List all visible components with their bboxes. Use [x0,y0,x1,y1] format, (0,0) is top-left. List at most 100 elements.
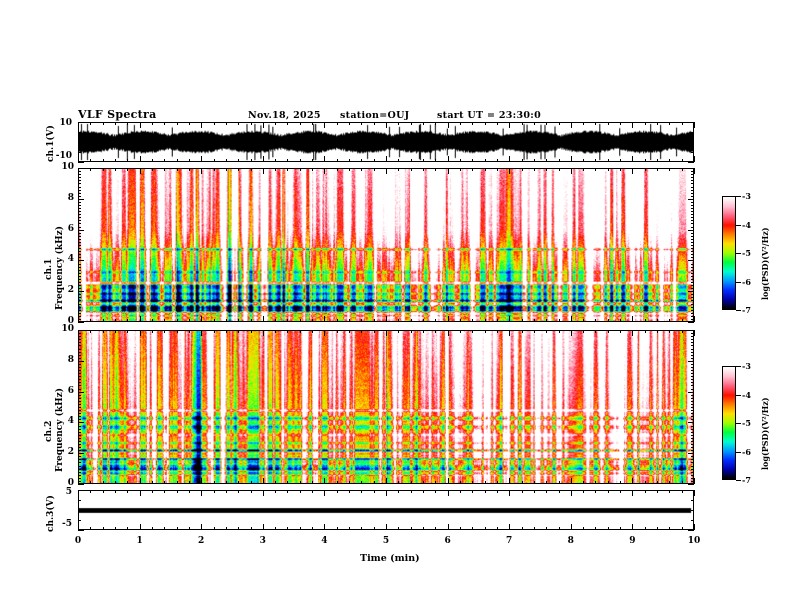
ch1-spectrogram-xtick-minor [533,319,535,322]
ch2-spectrogram-xtick-top-minor [102,330,104,333]
ch1-spectrogram-xtick-minor [620,319,622,322]
ch3-waveform-ytick-right-major [688,490,694,491]
x-axis-tick-label-8: 8 [567,536,574,546]
ch1-spectrogram-xtick-top-minor [546,168,548,171]
ch1-waveform-xtick-top-major [570,122,572,128]
ch3-waveform-xtick-top-minor [349,490,350,493]
ch2-spectrogram-ytick-right-minor [691,367,694,368]
ch2-spectrogram-ytick-right-minor [691,363,694,365]
ch1-waveform-xtick-top-minor [336,122,338,125]
ch2-spectrogram-xtick-top-minor [225,330,227,333]
ch1-spectrogram-ytick-right-minor [691,315,694,317]
ch1-spectrogram-xtick-top-major [386,168,387,174]
ch3-waveform-xtick-top-minor [336,490,338,493]
ch1-waveform-xtick-major [632,156,634,162]
ch3-waveform-ytick-minor [78,510,81,511]
ch3-waveform-xtick-major [324,524,326,530]
ch1-waveform-xtick-top-minor [349,122,350,125]
ch2-spectrogram-xtick-minor [102,481,104,484]
ch3-waveform-xtick-minor [496,527,498,530]
ch1-waveform-xtick-minor [102,159,104,162]
ch1-spectrogram-ytick-minor [78,183,81,185]
ch1-spectrogram-ytick-minor [78,285,81,286]
ch2-colorbar [722,366,736,480]
ch2-spectrogram-xtick-minor [644,481,646,484]
ch1-waveform-xtick-top-major [324,122,326,128]
ch3-waveform-xtick-top-minor [644,490,646,493]
ch1-waveform-xtick-minor [225,159,227,162]
ch1-colorbar-tick-label-4: -7 [742,305,751,315]
ch2-spectrogram-xtick-top-minor [607,330,609,333]
ch2-spectrogram-ytick-right-minor [691,477,694,479]
ch1-spectrogram-xtick-top-minor [115,168,116,171]
ch1-waveform-xtick-top-minor [90,122,92,125]
ch3-waveform-xtick-top-minor [496,490,498,493]
ch1-waveform-xtick-major [447,156,449,162]
ch2-spectrogram-xtick-minor [299,481,301,484]
ch1-spectrogram-xtick-minor [299,319,301,322]
ch2-spectrogram-ytick-right-major [688,360,694,362]
ch1-spectrogram-ytick-minor [78,238,81,240]
ch1-spectrogram-xtick-minor [435,319,437,322]
ch2-spectrogram-ytick-right-major [688,330,694,331]
ch3-waveform-xtick-top-minor [238,490,240,493]
ch2-spectrogram-ytick-minor [78,370,81,371]
ch1-spectrogram-xtick-top-minor [164,168,166,171]
ch2-spectrogram-xtick-top-minor [484,330,486,333]
ch2-spectrogram-ytick-major [78,453,84,455]
ch2-spectrogram-ytick-right-minor [691,397,694,399]
ch1-waveform-xtick-top-minor [410,122,412,125]
ch1-spectrogram-ytick-minor [78,306,81,308]
ch2-spectrogram-ytick-label-1: 2 [67,447,74,458]
ch2-spectrogram-xtick-top-minor [349,330,350,333]
ch1-waveform-xtick-minor [410,159,412,162]
ch3-waveform-xtick-top-minor [299,490,301,493]
ch2-spectrogram-xtick-minor [250,481,252,484]
ch2-spectrogram-ytick-minor [78,419,81,421]
ch1-waveform-xtick-top-minor [287,122,289,125]
ch1-spectrogram-xtick-minor [287,319,289,322]
ch2-spectrogram-ytick-right-minor [691,348,694,350]
ch2-spectrogram-ytick-major [78,484,84,485]
ch1-spectrogram-ytick-right-major [688,198,694,200]
ch2-spectrogram-xtick-top-minor [312,330,314,333]
ch2-spectrogram-xtick-top-minor [644,330,646,333]
ch1-waveform-xtick-top-minor [521,122,523,125]
ch1-waveform-xtick-top-major [386,122,387,128]
ch2-spectrogram-ytick-minor [78,459,81,461]
ch1-spectrogram-xtick-top-minor [681,168,683,171]
ch2-spectrogram-ytick-minor [78,447,81,448]
ch1-waveform-ytick-max: 10 [59,118,72,128]
ch1-spectrogram-xtick-top-minor [521,168,523,171]
ch1-waveform-xtick-top-minor [558,122,560,125]
ch2-spectrogram-ytick-right-major [688,391,694,393]
ch1-spectrogram-ytick-right-minor [691,232,694,234]
ch2-spectrogram-xtick-top-major [139,330,141,336]
ch1-waveform-ytick-major [78,122,84,123]
ch3-waveform-xtick-minor [398,527,400,530]
ch1-spectrogram-xtick-minor [459,319,461,322]
ch2-spectrogram-ytick-minor [78,428,81,430]
ch2-spectrogram-xtick-minor [410,481,412,484]
ch1-waveform-xtick-major [509,156,511,162]
ch3-waveform-xtick-top-minor [361,490,363,493]
ch1-spectrogram-ytick-right-minor [691,220,694,222]
ch3-waveform-xtick-top-major [78,490,79,496]
ch3-waveform-xtick-minor [90,527,92,530]
ch1-spectrogram-xtick-top-major [447,168,449,174]
ch1-spectrogram-ytick-right-minor [691,214,694,216]
ch1-spectrogram-xtick-top-minor [669,168,671,171]
ch1-waveform-xtick-top-minor [644,122,646,125]
ch1-spectrogram-ytick-minor [78,211,81,213]
ch1-waveform-ytick-right-major [688,162,694,163]
ch2-spectrogram-xtick-top-minor [238,330,240,333]
ch1-spectrogram-xtick-minor [373,319,375,322]
ch2-spectrogram-xtick-minor [435,481,437,484]
ch1-spectrogram-ytick-label-4: 8 [67,192,74,203]
ch1-waveform-xtick-minor [398,159,400,162]
ch1-spectrogram-xtick-top-minor [423,168,424,171]
ch1-waveform-xtick-top-minor [681,122,683,125]
ch1-spectrogram-xtick-top-major [570,168,572,174]
ch1-spectrogram-xtick-top-minor [558,168,560,171]
ch1-waveform-xtick-minor [595,159,597,162]
